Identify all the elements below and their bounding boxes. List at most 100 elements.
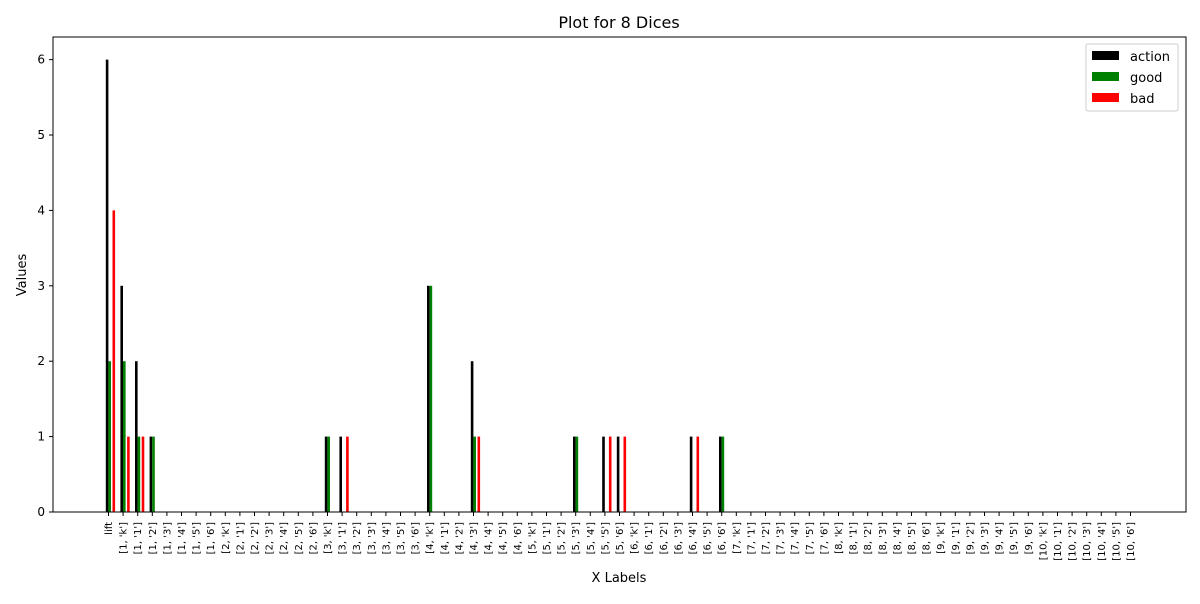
legend-swatch-action	[1092, 51, 1119, 60]
x-tick-label-33: [5, '4']	[586, 522, 597, 554]
bar-action-1	[120, 285, 123, 512]
x-tick-label-3: [1, '2']	[148, 522, 159, 554]
x-tick-label-29: [5, 'k']	[527, 522, 538, 554]
y-tick-label-1: 1	[37, 430, 45, 444]
x-tick-label-46: [7, '3']	[776, 522, 787, 554]
bar-good-1	[123, 361, 126, 512]
x-tick-label-35: [5, '6']	[615, 522, 626, 554]
x-tick-label-9: [2, '1']	[235, 522, 246, 554]
legend-label-good: good	[1130, 71, 1162, 86]
bar-bad-2	[141, 436, 145, 512]
bar-action-42	[719, 436, 722, 512]
bar-action-34	[602, 436, 605, 512]
x-tick-label-61: [9, '4']	[995, 522, 1006, 554]
bar-action-15	[324, 436, 328, 512]
x-tick-label-18: [3, '3']	[367, 522, 378, 554]
x-tick-label-1: [1, 'k']	[119, 522, 130, 554]
bar-action-32	[573, 436, 576, 512]
x-tick-label-22: [4, 'k']	[425, 522, 436, 554]
x-tick-label-23: [4, '1']	[440, 522, 451, 554]
x-tick-label-2: [1, '1']	[133, 522, 144, 554]
x-tick-label-40: [6, '4']	[688, 522, 699, 554]
bars-group	[105, 59, 725, 513]
bar-action-16	[339, 436, 342, 512]
bar-action-2	[135, 361, 138, 512]
x-tick-label-63: [9, '6']	[1024, 522, 1035, 554]
x-tick-label-38: [6, '2']	[659, 522, 670, 554]
x-tick-label-15: [3, 'k']	[323, 522, 334, 554]
y-tick-label-6: 6	[37, 53, 45, 67]
x-tick-label-49: [7, '6']	[819, 522, 830, 554]
y-axis-title: Values	[15, 254, 30, 297]
bar-bad-16	[346, 436, 349, 512]
x-tick-label-32: [5, '3']	[571, 522, 582, 554]
bar-bad-0	[112, 210, 116, 512]
x-tick-label-42: [6, '6']	[717, 522, 728, 554]
x-tick-label-34: [5, '5']	[600, 522, 611, 554]
x-tick-label-36: [6, 'k']	[630, 522, 641, 554]
x-tick-label-16: [3, '1']	[338, 522, 349, 554]
bar-bad-35	[623, 436, 627, 512]
x-tick-label-25: [4, '3']	[469, 522, 480, 554]
x-tick-label-12: [2, '4']	[279, 522, 290, 554]
y-tick-label-2: 2	[37, 354, 45, 368]
x-tick-label-8: [2, 'k']	[221, 522, 232, 554]
bar-good-2	[137, 436, 141, 512]
legend: action good bad	[1085, 43, 1179, 112]
x-tick-label-53: [8, '3']	[878, 522, 889, 554]
x-tick-label-47: [7, '4']	[790, 522, 801, 554]
bar-good-22	[429, 285, 433, 512]
x-tick-label-24: [4, '2']	[454, 522, 465, 554]
x-tick-label-62: [9, '5']	[1009, 522, 1020, 554]
x-tick-label-44: [7, '1']	[746, 522, 757, 554]
legend-label-bad: bad	[1130, 92, 1154, 107]
x-tick-label-50: [8, 'k']	[834, 522, 845, 554]
y-axis: 0 1 2 3 4 5 6	[37, 53, 53, 519]
x-tick-label-19: [3, '4']	[381, 522, 392, 554]
x-tick-label-56: [8, '6']	[922, 522, 933, 554]
x-tick-label-67: [10, '3']	[1082, 522, 1093, 561]
x-axis-title: X Labels	[592, 571, 647, 586]
x-tick-label-60: [9, '3']	[980, 522, 991, 554]
x-tick-label-21: [3, '6']	[411, 522, 422, 554]
bar-good-32	[575, 436, 579, 512]
bar-action-25	[470, 361, 474, 512]
x-tick-label-52: [8, '2']	[863, 522, 874, 554]
bar-good-3	[152, 436, 155, 512]
chart-title: Plot for 8 Dices	[558, 13, 679, 32]
x-tick-label-64: [10, 'k']	[1038, 522, 1049, 560]
bar-bad-40	[696, 436, 700, 512]
x-tick-label-17: [3, '2']	[352, 522, 363, 554]
y-tick-label-3: 3	[37, 279, 45, 293]
x-tick-label-27: [4, '5']	[498, 522, 509, 554]
bar-action-35	[616, 436, 620, 512]
x-tick-label-65: [10, '1']	[1053, 522, 1064, 561]
bar-action-3	[149, 436, 153, 512]
bar-good-25	[473, 436, 476, 512]
x-tick-label-57: [9, 'k']	[936, 522, 947, 554]
bar-good-15	[327, 436, 330, 512]
y-tick-label-5: 5	[37, 128, 45, 142]
x-tick-label-11: [2, '3']	[265, 522, 276, 554]
x-tick-label-39: [6, '3']	[673, 522, 684, 554]
x-tick-label-28: [4, '6']	[513, 522, 524, 554]
x-tick-label-45: [7, '2']	[761, 522, 772, 554]
bar-good-42	[721, 436, 725, 512]
x-tick-label-0: lift	[104, 522, 115, 535]
bar-good-0	[108, 361, 111, 512]
y-tick-label-4: 4	[37, 203, 45, 217]
x-tick-label-6: [1, '5']	[192, 522, 203, 554]
x-tick-label-54: [8, '4']	[892, 522, 903, 554]
x-tick-label-58: [9, '1']	[951, 522, 962, 554]
x-tick-label-10: [2, '2']	[250, 522, 261, 554]
x-tick-label-26: [4, '4']	[484, 522, 495, 554]
x-tick-label-30: [5, '1']	[542, 522, 553, 554]
x-tick-label-37: [6, '1']	[644, 522, 655, 554]
x-tick-label-7: [1, '6']	[206, 522, 217, 554]
bar-bad-34	[608, 436, 612, 512]
x-tick-label-69: [10, '5']	[1111, 522, 1122, 561]
x-tick-label-70: [10, '6']	[1126, 522, 1137, 561]
bar-action-40	[689, 436, 693, 512]
